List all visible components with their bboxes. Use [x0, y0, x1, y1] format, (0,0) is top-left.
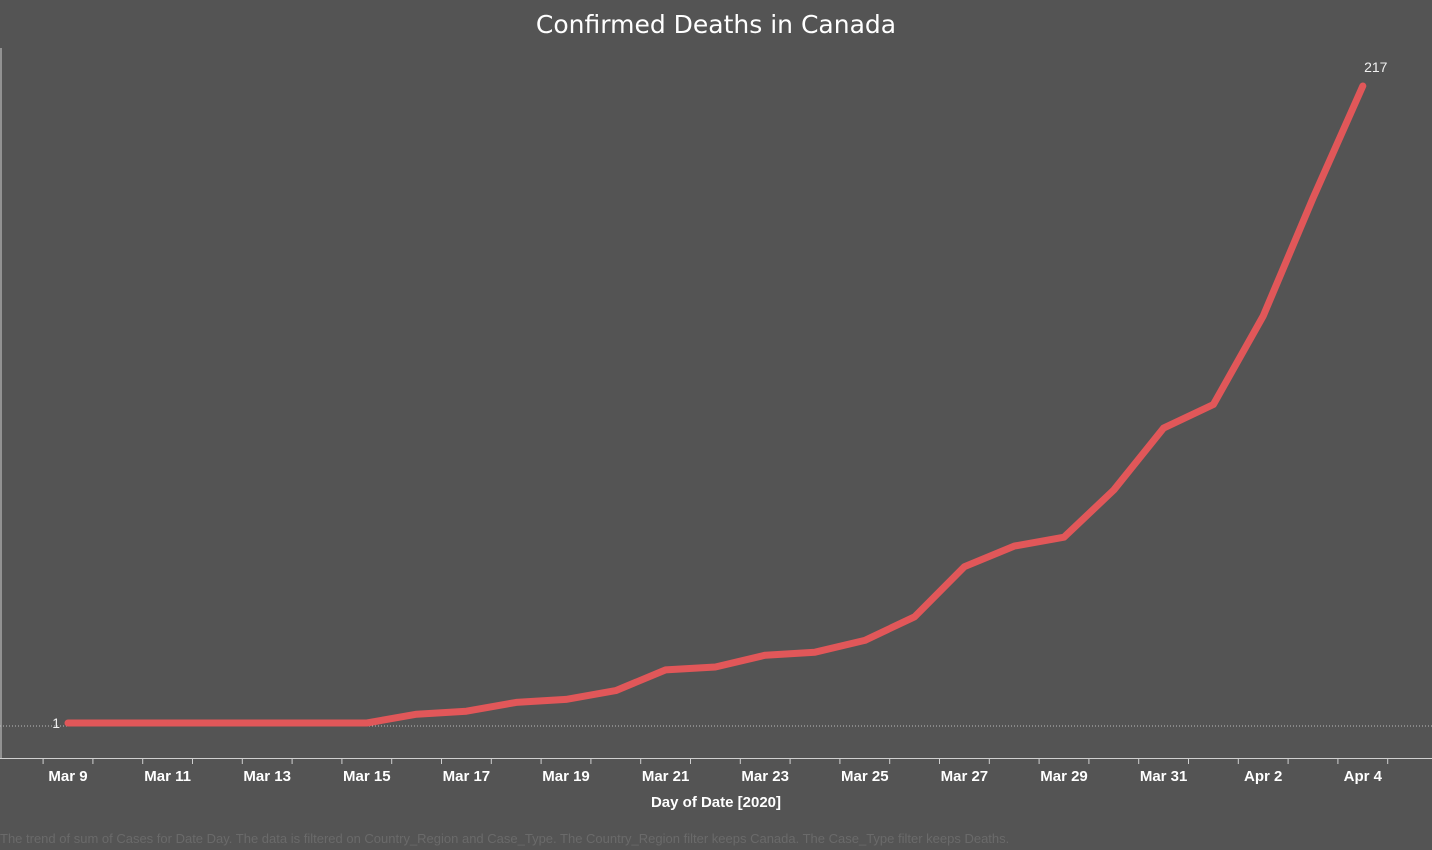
- data-point: [515, 701, 517, 703]
- data-point: [465, 710, 467, 712]
- data-label: 217: [1364, 59, 1388, 75]
- x-axis-label: Day of Date [2020]: [650, 794, 782, 811]
- data-point: [565, 698, 567, 700]
- x-tick-label: Mar 15: [343, 768, 391, 785]
- data-point: [814, 651, 816, 653]
- x-tick-label: Mar 21: [642, 768, 690, 785]
- x-tick-label: Apr 2: [1244, 768, 1282, 785]
- data-point: [764, 654, 766, 656]
- marks: [64, 82, 1367, 727]
- x-tick-label: Mar 31: [1140, 768, 1188, 785]
- data-point: [67, 722, 69, 724]
- x-tick-label: Mar 29: [1040, 768, 1088, 785]
- data-point: [316, 722, 318, 724]
- x-tick-label: Mar 25: [841, 768, 889, 785]
- data-point: [1362, 85, 1364, 87]
- x-tick-label: Mar 9: [48, 768, 87, 785]
- data-point: [714, 666, 716, 668]
- data-point: [1262, 315, 1264, 317]
- data-point: [216, 722, 218, 724]
- x-tick-label: Mar 13: [243, 768, 291, 785]
- data-point: [266, 722, 268, 724]
- data-point: [167, 722, 169, 724]
- data-point: [366, 722, 368, 724]
- chart-caption: The trend of sum of Cases for Date Day. …: [0, 831, 1010, 846]
- data-point: [914, 616, 916, 618]
- data-point: [1312, 197, 1314, 199]
- data-point: [665, 669, 667, 671]
- data-point: [963, 566, 965, 568]
- data-point: [615, 690, 617, 692]
- chart-title: Confirmed Deaths in Canada: [535, 10, 897, 39]
- data-label: 1: [52, 715, 60, 731]
- x-tick-label: Mar 27: [941, 768, 989, 785]
- x-tick-label: Mar 23: [741, 768, 789, 785]
- series-line: [64, 82, 1367, 727]
- data-point: [1212, 404, 1214, 405]
- axes: [0, 48, 1432, 764]
- data-point: [117, 722, 119, 724]
- labels: Mar 9 Mar 11 Mar 13 Mar 15 Mar 17 Mar 19 Mar 2…: [48, 59, 1387, 785]
- x-tick-label: Mar 19: [542, 768, 590, 785]
- data-point: [1163, 427, 1165, 429]
- x-tick-label: Apr 4: [1344, 768, 1383, 785]
- data-point: [1063, 536, 1065, 538]
- data-point: [416, 713, 418, 715]
- data-point: [1013, 545, 1015, 547]
- x-tick-label: Mar 17: [443, 768, 491, 785]
- data-point: [1113, 489, 1115, 491]
- data-point: [864, 639, 866, 641]
- x-tick-label: Mar 11: [144, 768, 191, 785]
